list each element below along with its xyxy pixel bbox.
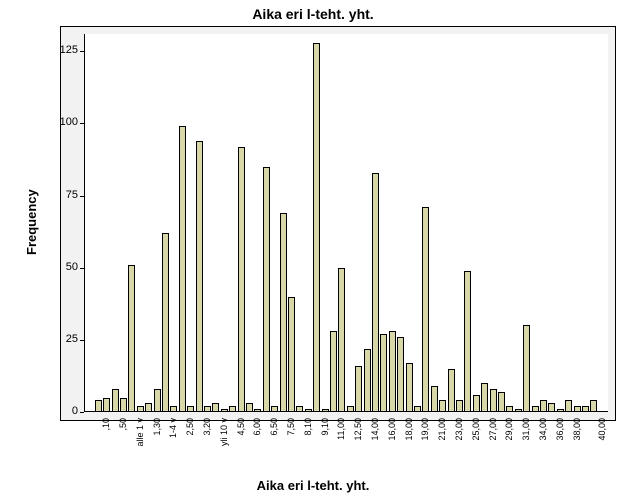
bar	[263, 167, 270, 412]
bar	[154, 389, 161, 412]
bar	[523, 325, 530, 412]
bar	[112, 389, 119, 412]
bar	[481, 383, 488, 412]
ytick-mark	[80, 196, 84, 197]
bar	[196, 141, 203, 412]
xtick-label: 31,00	[521, 418, 531, 468]
bar	[372, 173, 379, 412]
xtick-label: 3,20	[202, 418, 212, 468]
xtick-label: 36,00	[555, 418, 565, 468]
bar	[364, 349, 371, 412]
bar	[288, 297, 295, 412]
xtick-label: 27,00	[488, 418, 498, 468]
ytick-label: 75	[48, 189, 78, 201]
ytick-label: 50	[48, 261, 78, 273]
xtick-label: 40,00	[597, 418, 607, 468]
ytick-label: 100	[48, 116, 78, 128]
xtick-label: 2,50	[185, 418, 195, 468]
ytick-mark	[80, 268, 84, 269]
bar	[422, 207, 429, 412]
xtick-label: 18,00	[404, 418, 414, 468]
bar	[490, 389, 497, 412]
xtick-label: 11,00	[336, 418, 346, 468]
chart-figure: Aika eri l-teht. yht. 0 25 50 75 100 125 ,10,…	[0, 0, 626, 501]
xtick-label: ,50	[118, 418, 128, 468]
ytick-mark	[80, 51, 84, 52]
xtick-label: 25,00	[471, 418, 481, 468]
bar	[473, 395, 480, 412]
x-axis-line	[84, 411, 608, 412]
xtick-label: alle 1 v	[135, 418, 145, 468]
xtick-label: yli 10 v	[219, 418, 229, 468]
xtick-label: 23,00	[454, 418, 464, 468]
ytick-mark	[80, 412, 84, 413]
bar	[355, 366, 362, 412]
xtick-label: 4,50	[236, 418, 246, 468]
xtick-label: ,10	[101, 418, 111, 468]
y-axis-label: Frequency	[24, 189, 39, 255]
chart-title: Aika eri l-teht. yht.	[0, 6, 626, 22]
ytick-mark	[80, 123, 84, 124]
xtick-label: 1,30	[152, 418, 162, 468]
bar	[448, 369, 455, 412]
xtick-label: 6,00	[252, 418, 262, 468]
bar	[338, 268, 345, 412]
bar	[406, 363, 413, 412]
xtick-label: 38,00	[572, 418, 582, 468]
xtick-label: 6,50	[269, 418, 279, 468]
xtick-label: 1-4 v	[168, 418, 178, 468]
ytick-label: 0	[48, 405, 78, 417]
x-axis-label: Aika eri l-teht. yht.	[0, 478, 626, 493]
xtick-label: 9,10	[320, 418, 330, 468]
bar	[162, 233, 169, 412]
bar	[128, 265, 135, 412]
bar	[330, 331, 337, 412]
xtick-label: 14,00	[370, 418, 380, 468]
xtick-label: 34,00	[538, 418, 548, 468]
ytick-mark	[80, 340, 84, 341]
xtick-label: 16,00	[387, 418, 397, 468]
xtick-label: 29,00	[504, 418, 514, 468]
xtick-label: 8,10	[303, 418, 313, 468]
bar	[313, 43, 320, 412]
bar	[380, 334, 387, 412]
bar	[179, 126, 186, 412]
ytick-label: 25	[48, 333, 78, 345]
xtick-label: 21,00	[437, 418, 447, 468]
xtick-label: 12,50	[353, 418, 363, 468]
bar	[397, 337, 404, 412]
bar	[498, 392, 505, 412]
xtick-label: 19,00	[420, 418, 430, 468]
xtick-label: 7,50	[286, 418, 296, 468]
ytick-label: 125	[48, 44, 78, 56]
bar	[120, 398, 127, 412]
bar	[103, 398, 110, 412]
bar	[431, 386, 438, 412]
bar	[280, 213, 287, 412]
bar	[238, 147, 245, 412]
bar	[389, 331, 396, 412]
bar	[464, 271, 471, 412]
y-axis-line	[84, 34, 85, 412]
